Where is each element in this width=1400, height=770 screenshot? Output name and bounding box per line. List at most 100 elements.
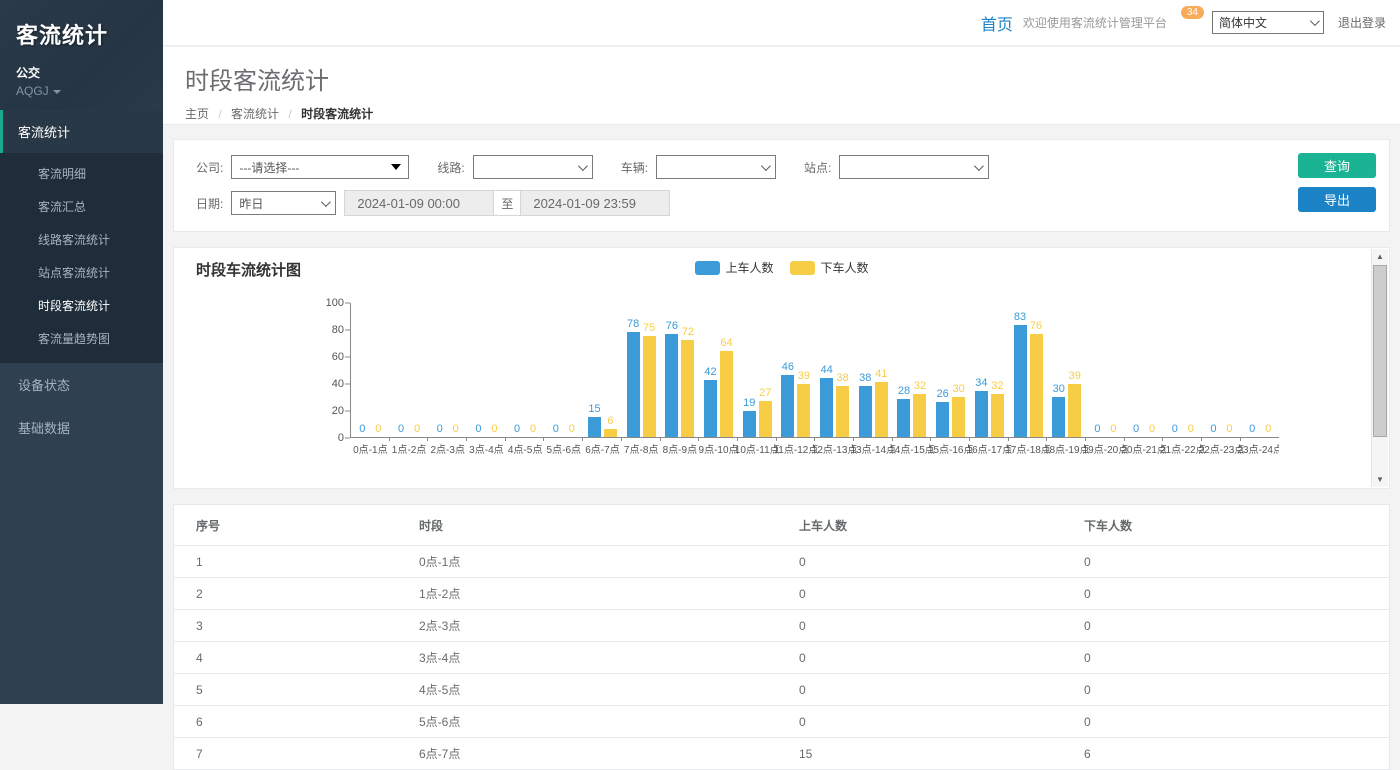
table-row: 10点-1点00 bbox=[174, 546, 1389, 578]
logout-link[interactable]: 退出登录 bbox=[1338, 14, 1386, 31]
bar[interactable] bbox=[1068, 384, 1081, 437]
station-select[interactable] bbox=[839, 155, 989, 179]
bar[interactable] bbox=[743, 411, 756, 437]
bar[interactable] bbox=[897, 399, 910, 437]
table-panel: 序号时段上车人数下车人数 10点-1点0021点-2点0032点-3点0043点… bbox=[173, 504, 1390, 770]
submenu-item[interactable]: 客流明细 bbox=[0, 157, 163, 190]
bar[interactable] bbox=[781, 375, 794, 437]
home-link[interactable]: 首页 bbox=[981, 11, 1013, 35]
app-logo: 客流统计 bbox=[16, 18, 147, 50]
bar-value-label: 38 bbox=[859, 372, 871, 385]
bar[interactable] bbox=[820, 378, 833, 437]
bar-group: 384113点-14点 bbox=[854, 303, 893, 437]
hourly-stats-table: 序号时段上车人数下车人数 10点-1点0021点-2点0032点-3点0043点… bbox=[174, 505, 1389, 770]
bar-value-label: 34 bbox=[975, 377, 987, 390]
bar-group: 0023点-24点 bbox=[1241, 303, 1279, 437]
bar[interactable] bbox=[936, 402, 949, 437]
date-preset-select[interactable]: 昨日 bbox=[231, 191, 336, 215]
bar-value-label: 0 bbox=[475, 423, 481, 436]
table-cell: 0点-1点 bbox=[411, 546, 791, 578]
welcome-text: 欢迎使用客流统计管理平台 bbox=[1023, 14, 1167, 31]
bar[interactable] bbox=[859, 386, 872, 437]
bar-column: 41 bbox=[875, 368, 888, 437]
sidebar-section-1[interactable]: 设备状态 bbox=[0, 363, 163, 406]
bar[interactable] bbox=[665, 334, 678, 437]
bar-column: 76 bbox=[1030, 320, 1043, 437]
scroll-down-icon[interactable]: ▼ bbox=[1372, 472, 1388, 487]
table-cell: 0 bbox=[1076, 642, 1389, 674]
date-label: 日期: bbox=[196, 195, 223, 212]
bar-column: 0 bbox=[1246, 423, 1259, 437]
sidebar-section-0[interactable]: 客流统计 bbox=[0, 110, 163, 153]
company-select[interactable]: ---请选择--- bbox=[231, 155, 409, 179]
bar-value-label: 30 bbox=[953, 383, 965, 396]
bar[interactable] bbox=[1052, 397, 1065, 438]
org-switcher[interactable]: AQGJ bbox=[16, 84, 147, 98]
bar[interactable] bbox=[759, 401, 772, 437]
vehicle-select[interactable] bbox=[656, 155, 776, 179]
bar[interactable] bbox=[1014, 325, 1027, 437]
legend-item[interactable]: 下车人数 bbox=[790, 259, 869, 276]
breadcrumb: 主页 / 客流统计 / 时段客流统计 bbox=[185, 105, 1400, 122]
bar[interactable] bbox=[952, 397, 965, 438]
table-cell: 1点-2点 bbox=[411, 578, 791, 610]
bar[interactable] bbox=[975, 391, 988, 437]
bar-value-label: 0 bbox=[375, 423, 381, 436]
scroll-up-icon[interactable]: ▲ bbox=[1372, 249, 1388, 264]
bar[interactable] bbox=[588, 417, 601, 437]
date-to-input[interactable]: 2024-01-09 23:59 bbox=[521, 191, 669, 215]
bar-column: 0 bbox=[565, 423, 578, 437]
submenu-item[interactable]: 线路客流统计 bbox=[0, 223, 163, 256]
bar-column: 0 bbox=[527, 423, 540, 437]
bar[interactable] bbox=[797, 384, 810, 437]
y-axis-tick-label: 60 bbox=[332, 351, 344, 363]
scrollbar-thumb[interactable] bbox=[1373, 265, 1387, 437]
chart-scrollbar[interactable]: ▲ ▼ bbox=[1371, 249, 1388, 487]
breadcrumb-home[interactable]: 主页 bbox=[185, 107, 209, 121]
y-axis-tick-label: 80 bbox=[332, 324, 344, 336]
bar[interactable] bbox=[704, 380, 717, 437]
submenu-item[interactable]: 站点客流统计 bbox=[0, 256, 163, 289]
bar[interactable] bbox=[1030, 334, 1043, 437]
bar[interactable] bbox=[836, 386, 849, 437]
export-button[interactable]: 导出 bbox=[1298, 187, 1376, 212]
submenu-item[interactable]: 时段客流统计 bbox=[0, 289, 163, 322]
bar[interactable] bbox=[875, 382, 888, 437]
bar-value-label: 0 bbox=[1094, 423, 1100, 436]
bar-column: 0 bbox=[395, 423, 408, 437]
language-select[interactable]: 简体中文 bbox=[1212, 11, 1324, 34]
bar-group: 003点-4点 bbox=[467, 303, 506, 437]
bar-group: 443812点-13点 bbox=[815, 303, 854, 437]
company-label: 公司: bbox=[196, 159, 223, 176]
bar[interactable] bbox=[604, 429, 617, 437]
table-cell: 4点-5点 bbox=[411, 674, 791, 706]
sidebar-section-2[interactable]: 基础数据 bbox=[0, 406, 163, 449]
bar-value-label: 41 bbox=[875, 368, 887, 381]
date-from-input[interactable]: 2024-01-09 00:00 bbox=[345, 191, 493, 215]
dropdown-arrow-icon bbox=[391, 164, 401, 170]
bar-column: 28 bbox=[897, 385, 910, 437]
line-select[interactable] bbox=[473, 155, 593, 179]
bar-group: 004点-5点 bbox=[506, 303, 545, 437]
submenu-item[interactable]: 客流量趋势图 bbox=[0, 322, 163, 355]
bar[interactable] bbox=[627, 332, 640, 437]
legend-item[interactable]: 上车人数 bbox=[694, 259, 773, 276]
bar[interactable] bbox=[681, 340, 694, 437]
bar-column: 32 bbox=[991, 380, 1004, 437]
bar-column: 44 bbox=[820, 364, 833, 437]
bar[interactable] bbox=[991, 394, 1004, 437]
filter-row-1: 公司: ---请选择--- 线路: 车辆: 站点: bbox=[196, 153, 1369, 181]
bar-column: 0 bbox=[1223, 423, 1236, 437]
bar[interactable] bbox=[913, 394, 926, 437]
breadcrumb-section[interactable]: 客流统计 bbox=[231, 107, 279, 121]
table-cell: 1 bbox=[174, 546, 411, 578]
bar[interactable] bbox=[643, 336, 656, 437]
legend-swatch-icon bbox=[790, 261, 815, 275]
submenu-item[interactable]: 客流汇总 bbox=[0, 190, 163, 223]
bar[interactable] bbox=[720, 351, 733, 437]
x-axis-label: 7点-8点 bbox=[624, 441, 658, 456]
search-button[interactable]: 查询 bbox=[1298, 153, 1376, 178]
notification-badge[interactable]: 34 bbox=[1181, 6, 1204, 19]
bar-group: 005点-6点 bbox=[544, 303, 583, 437]
date-range-group: 2024-01-09 00:00 至 2024-01-09 23:59 bbox=[344, 190, 670, 216]
